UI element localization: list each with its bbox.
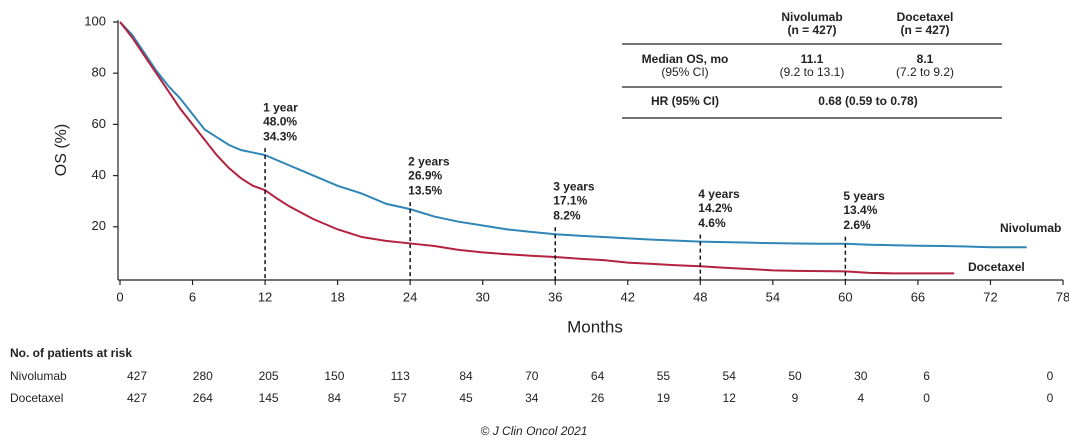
x-tick-label: 60 bbox=[838, 289, 852, 304]
x-tick-label: 36 bbox=[548, 289, 562, 304]
x-axis-label: Months bbox=[567, 317, 623, 336]
risk-value: 55 bbox=[657, 369, 671, 383]
risk-value: 280 bbox=[193, 369, 213, 383]
table-cell: 11.1 bbox=[801, 52, 824, 66]
risk-value: 34 bbox=[525, 391, 539, 405]
landmark-value: 34.3% bbox=[263, 129, 297, 143]
x-tick-label: 12 bbox=[258, 289, 272, 304]
risk-value: 57 bbox=[394, 391, 408, 405]
risk-value: 54 bbox=[723, 369, 737, 383]
landmark-label: 4 years bbox=[698, 187, 740, 201]
risk-value: 45 bbox=[459, 391, 473, 405]
landmark-label: 5 years bbox=[843, 189, 885, 203]
row-label: (95% CI) bbox=[661, 65, 708, 79]
risk-value: 9 bbox=[792, 391, 799, 405]
landmark-value: 2.6% bbox=[843, 218, 871, 232]
footer: © J Clin Oncol 2021 bbox=[481, 424, 588, 438]
risk-value: 84 bbox=[328, 391, 342, 405]
risk-value: 0 bbox=[1047, 369, 1054, 383]
landmark-label: 1 year bbox=[263, 100, 298, 114]
landmark-value: 26.9% bbox=[408, 168, 442, 182]
landmark-value: 14.2% bbox=[698, 201, 732, 215]
table-cell: 0.68 (0.59 to 0.78) bbox=[818, 94, 917, 108]
x-tick-label: 24 bbox=[403, 289, 417, 304]
x-tick-label: 42 bbox=[621, 289, 635, 304]
y-tick-label: 60 bbox=[92, 116, 106, 131]
risk-row-label: Docetaxel bbox=[10, 391, 63, 405]
risk-value: 205 bbox=[259, 369, 279, 383]
risk-value: 427 bbox=[127, 369, 147, 383]
y-axis-label: OS (%) bbox=[53, 124, 70, 176]
risk-value: 12 bbox=[723, 391, 737, 405]
landmark-value: 8.2% bbox=[553, 208, 581, 222]
table-cell: 8.1 bbox=[917, 52, 934, 66]
landmark-label: 2 years bbox=[408, 154, 450, 168]
risk-value: 4 bbox=[857, 391, 864, 405]
risk-value: 0 bbox=[1047, 391, 1054, 405]
landmark-value: 13.5% bbox=[408, 183, 442, 197]
table-cell: (9.2 to 13.1) bbox=[780, 65, 845, 79]
landmark-value: 17.1% bbox=[553, 193, 587, 207]
table-header: (n = 427) bbox=[787, 23, 836, 37]
table-header: (n = 427) bbox=[900, 23, 949, 37]
x-tick-label: 30 bbox=[475, 289, 489, 304]
row-label: Median OS, mo bbox=[642, 52, 729, 66]
x-tick-label: 6 bbox=[189, 289, 196, 304]
risk-value: 84 bbox=[459, 369, 473, 383]
x-tick-label: 0 bbox=[116, 289, 123, 304]
table-header: Docetaxel bbox=[897, 10, 954, 24]
risk-value: 26 bbox=[591, 391, 605, 405]
y-tick-label: 20 bbox=[92, 218, 106, 233]
table-header: Nivolumab bbox=[781, 10, 842, 24]
row-label: HR (95% CI) bbox=[651, 94, 719, 108]
risk-value: 150 bbox=[324, 369, 344, 383]
landmark-value: 13.4% bbox=[843, 203, 877, 217]
risk-value: 19 bbox=[657, 391, 671, 405]
x-tick-label: 72 bbox=[983, 289, 997, 304]
y-tick-label: 40 bbox=[92, 167, 106, 182]
risk-value: 264 bbox=[193, 391, 213, 405]
risk-value: 64 bbox=[591, 369, 605, 383]
risk-value: 70 bbox=[525, 369, 539, 383]
x-tick-label: 66 bbox=[911, 289, 925, 304]
risk-value: 113 bbox=[391, 369, 410, 383]
series-label: Docetaxel bbox=[968, 260, 1025, 274]
risk-value: 6 bbox=[923, 369, 930, 383]
risk-value: 145 bbox=[259, 391, 279, 405]
series-label: Nivolumab bbox=[1000, 221, 1061, 235]
risk-value: 30 bbox=[854, 369, 868, 383]
x-tick-label: 18 bbox=[330, 289, 344, 304]
risk-title: No. of patients at risk bbox=[10, 346, 132, 360]
landmark-value: 4.6% bbox=[698, 216, 726, 230]
table-cell: (7.2 to 9.2) bbox=[896, 65, 954, 79]
risk-value: 0 bbox=[923, 391, 930, 405]
x-tick-label: 78 bbox=[1056, 289, 1069, 304]
x-tick-label: 48 bbox=[693, 289, 707, 304]
survival-curve bbox=[119, 21, 955, 275]
landmark-value: 48.0% bbox=[263, 114, 297, 128]
survival-curve bbox=[119, 21, 1027, 249]
landmark-label: 3 years bbox=[553, 179, 595, 193]
y-tick-label: 80 bbox=[92, 65, 106, 80]
risk-value: 427 bbox=[127, 391, 147, 405]
risk-value: 50 bbox=[788, 369, 802, 383]
x-tick-label: 54 bbox=[766, 289, 780, 304]
risk-row-label: Nivolumab bbox=[10, 369, 67, 383]
y-tick-label: 100 bbox=[84, 13, 106, 28]
